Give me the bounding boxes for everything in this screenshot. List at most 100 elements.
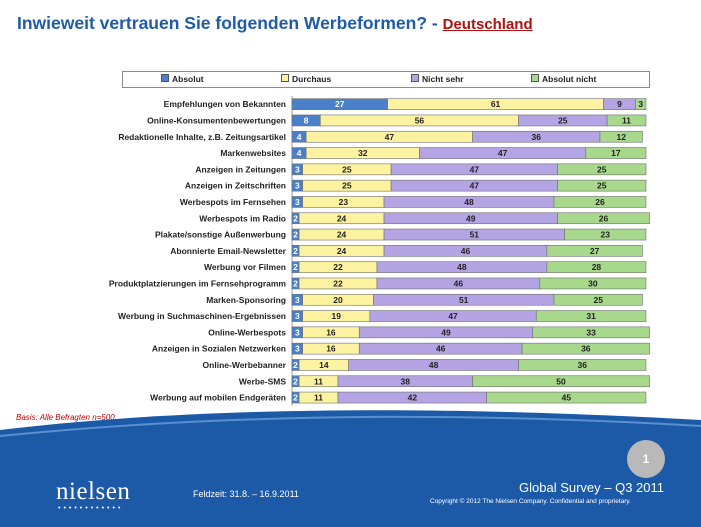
legend-label: Absolut nicht bbox=[542, 74, 597, 84]
legend-swatch bbox=[531, 74, 539, 82]
data-label: 32 bbox=[358, 148, 368, 158]
data-label: 47 bbox=[470, 164, 480, 174]
data-label: 28 bbox=[592, 262, 602, 272]
bar-segment-absolut-nicht bbox=[557, 212, 650, 225]
data-label: 2 bbox=[293, 262, 298, 272]
data-label: 16 bbox=[326, 327, 336, 337]
country-label: Deutschland bbox=[442, 16, 533, 33]
data-label: 48 bbox=[429, 360, 439, 370]
data-label: 36 bbox=[532, 132, 542, 142]
bar-segment-absolut-nicht bbox=[564, 228, 647, 241]
category-label: Abonnierte Email-Newsletter bbox=[170, 246, 286, 256]
data-label: 30 bbox=[588, 278, 598, 288]
fieldwork-period: Feldzeit: 31.8. – 16.9.2011 bbox=[193, 489, 299, 499]
survey-name: Global Survey – Q3 2011 bbox=[519, 480, 665, 495]
data-label: 3 bbox=[295, 164, 300, 174]
data-label: 46 bbox=[436, 344, 446, 354]
data-label: 24 bbox=[337, 246, 347, 256]
legend-swatch bbox=[281, 74, 289, 82]
bar-segment-absolut-nicht bbox=[486, 391, 647, 404]
data-label: 11 bbox=[622, 115, 631, 125]
data-label: 4 bbox=[297, 148, 302, 158]
category-label: Werbung auf mobilen Endgeräten bbox=[150, 393, 286, 403]
legend-swatch bbox=[411, 74, 419, 82]
nielsen-logo: nielsen bbox=[56, 478, 131, 505]
data-label: 14 bbox=[319, 360, 329, 370]
data-label: 2 bbox=[293, 393, 298, 403]
legend-item: Absolut nicht bbox=[531, 73, 596, 85]
data-label: 33 bbox=[586, 327, 596, 337]
data-label: 2 bbox=[293, 376, 298, 386]
legend-swatch bbox=[161, 74, 169, 82]
data-label: 3 bbox=[638, 99, 643, 109]
data-label: 38 bbox=[401, 376, 411, 386]
data-label: 25 bbox=[558, 115, 568, 125]
data-label: 16 bbox=[326, 344, 336, 354]
category-label: Anzeigen in Zeitungen bbox=[195, 164, 286, 174]
data-label: 61 bbox=[491, 99, 501, 109]
data-label: 25 bbox=[597, 164, 607, 174]
data-label: 48 bbox=[457, 262, 467, 272]
category-label: Empfehlungen von Bekannten bbox=[164, 99, 286, 109]
data-label: 19 bbox=[332, 311, 342, 321]
page-number-badge: 1 bbox=[627, 440, 665, 478]
category-label: Anzeigen in Sozialen Netzwerken bbox=[152, 344, 286, 354]
data-label: 2 bbox=[293, 230, 298, 240]
bar-segment-absolut-nicht bbox=[606, 114, 647, 127]
data-label: 24 bbox=[337, 230, 347, 240]
bar-segment-absolut-nicht bbox=[532, 326, 650, 339]
bar-segment-absolut-nicht bbox=[635, 98, 647, 110]
data-label: 36 bbox=[578, 360, 588, 370]
data-label: 9 bbox=[617, 99, 622, 109]
data-label: 25 bbox=[342, 181, 352, 191]
data-label: 47 bbox=[385, 132, 395, 142]
category-label: Markenwebsites bbox=[220, 148, 286, 158]
category-label: Werbe-SMS bbox=[239, 376, 286, 386]
category-label: Werbung vor Filmen bbox=[204, 262, 286, 272]
data-label: 2 bbox=[293, 246, 298, 256]
legend-label: Nicht sehr bbox=[422, 74, 464, 84]
legend-item: Nicht sehr bbox=[411, 73, 464, 85]
data-label: 48 bbox=[464, 197, 474, 207]
category-label: Online-Konsumentenbewertungen bbox=[147, 115, 286, 125]
category-label: Online-Werbebanner bbox=[203, 360, 287, 370]
data-label: 3 bbox=[295, 181, 300, 191]
legend-item: Durchaus bbox=[281, 73, 331, 85]
bar-segment-absolut-nicht bbox=[557, 179, 647, 192]
chart-legend: Absolut Durchaus Nicht sehr Absolut nicht bbox=[122, 71, 650, 88]
copyright-notice: Copyright © 2012 The Nielsen Company. Co… bbox=[430, 498, 631, 505]
data-label: 25 bbox=[593, 295, 603, 305]
data-label: 50 bbox=[556, 376, 566, 386]
legend-item: Absolut bbox=[161, 73, 204, 85]
legend-label: Absolut bbox=[172, 74, 204, 84]
category-label: Werbespots im Fernsehen bbox=[180, 197, 286, 207]
data-label: 2 bbox=[293, 278, 298, 288]
data-label: 3 bbox=[295, 197, 300, 207]
data-label: 12 bbox=[616, 132, 626, 142]
data-label: 2 bbox=[293, 360, 298, 370]
category-label: Online-Werbespots bbox=[208, 327, 286, 337]
logo-dots: •••••••••••• bbox=[58, 505, 124, 512]
bar-segment-absolut-nicht bbox=[535, 310, 647, 322]
data-label: 26 bbox=[599, 213, 609, 223]
data-label: 46 bbox=[454, 278, 464, 288]
bar-segment-absolut-nicht bbox=[553, 196, 647, 208]
data-label: 42 bbox=[408, 393, 418, 403]
data-label: 49 bbox=[441, 327, 451, 337]
bar-segment-absolut-nicht bbox=[539, 277, 647, 290]
data-label: 27 bbox=[335, 99, 345, 109]
category-label: Werbespots im Radio bbox=[199, 213, 286, 223]
data-label: 46 bbox=[461, 246, 471, 256]
data-label: 20 bbox=[333, 295, 343, 305]
data-label: 47 bbox=[470, 181, 480, 191]
question-text: Inwieweit vertrauen Sie folgenden Werbef… bbox=[17, 13, 438, 33]
data-label: 27 bbox=[590, 246, 600, 256]
bar-segment-absolut-nicht bbox=[546, 261, 647, 273]
category-label: Werbung in Suchmaschinen-Ergebnissen bbox=[118, 311, 286, 321]
page-title: Inwieweit vertrauen Sie folgenden Werbef… bbox=[17, 13, 533, 34]
basis-note: Basis: Alle Befragten n=500 bbox=[16, 413, 115, 422]
data-label: 47 bbox=[448, 311, 458, 321]
bar-segment-absolut-nicht bbox=[553, 293, 643, 306]
